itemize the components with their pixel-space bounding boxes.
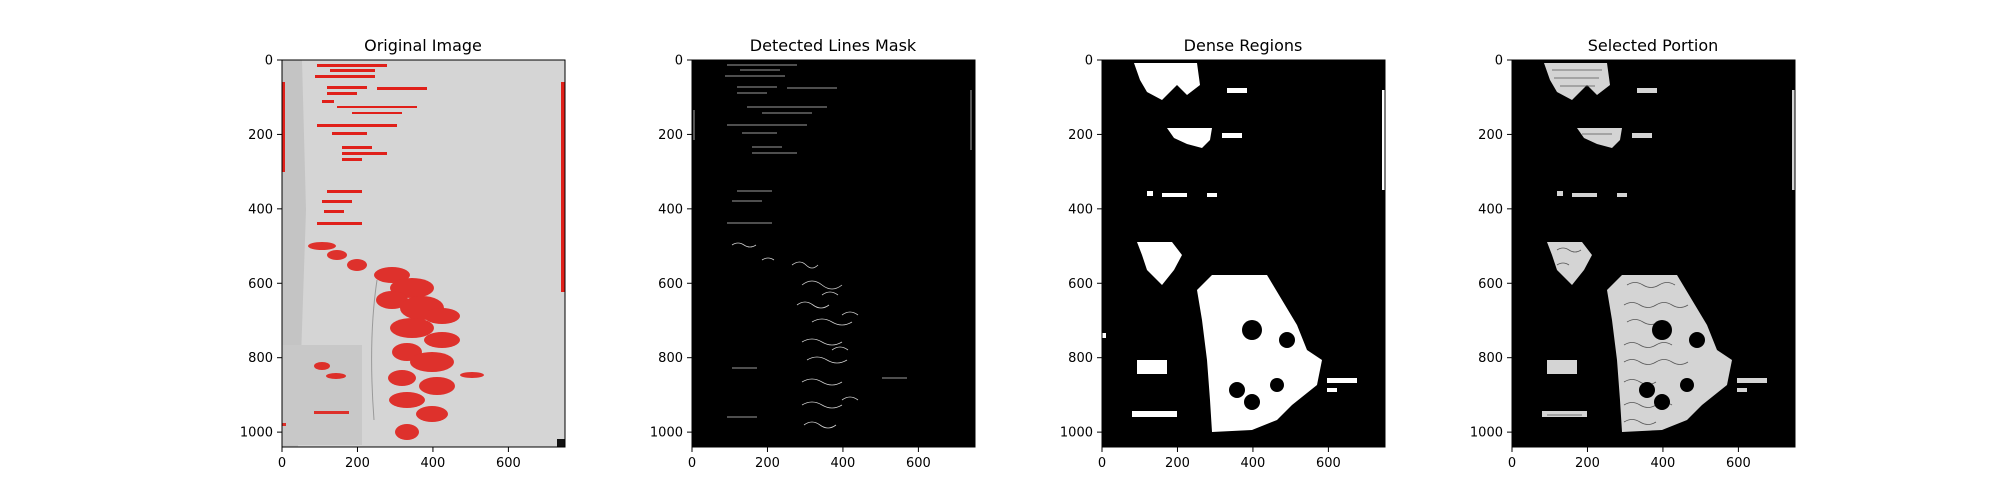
y-tick-label: 800 xyxy=(248,351,273,366)
x-tick-label: 400 xyxy=(831,456,856,471)
panel-title: Detected Lines Mask xyxy=(750,36,917,55)
panel-title: Selected Portion xyxy=(1588,36,1719,55)
y-tick-label: 200 xyxy=(658,128,683,143)
panel-dense-regions: Dense Regions xyxy=(1060,36,1386,471)
x-tick-label: 400 xyxy=(421,456,446,471)
y-tick-label: 200 xyxy=(248,128,273,143)
y-tick-label: 800 xyxy=(1478,351,1503,366)
holes xyxy=(1639,320,1705,410)
right-edge-marker xyxy=(561,82,565,292)
y-tick-label: 800 xyxy=(1068,351,1093,366)
typed-line-detections xyxy=(315,64,427,225)
y-tick-label: 0 xyxy=(265,54,273,69)
plot-frame xyxy=(691,59,976,448)
y-tick-label: 0 xyxy=(1085,54,1093,69)
y-tick-label: 1000 xyxy=(1060,426,1093,441)
plot-frame xyxy=(1101,59,1386,448)
y-tick-label: 600 xyxy=(658,277,683,292)
y-tick-label: 800 xyxy=(658,351,683,366)
x-tick-label: 0 xyxy=(688,456,696,471)
y-tick-label: 400 xyxy=(248,202,273,217)
x-tick-label: 600 xyxy=(906,456,931,471)
selected-page-regions xyxy=(1542,63,1795,432)
y-tick-label: 1000 xyxy=(650,426,683,441)
y-tick-label: 0 xyxy=(1495,54,1503,69)
handwriting-detections xyxy=(282,242,484,440)
panel-selected-portion: Selected Portion xyxy=(1470,36,1796,471)
y-axis: 0 200 400 600 800 1000 xyxy=(1060,54,1102,441)
y-tick-label: 400 xyxy=(1478,202,1503,217)
y-tick-label: 600 xyxy=(248,277,273,292)
x-tick-label: 400 xyxy=(1241,456,1266,471)
y-tick-label: 200 xyxy=(1068,128,1093,143)
y-tick-label: 600 xyxy=(1068,277,1093,292)
holes xyxy=(1229,320,1295,410)
dense-region-blobs xyxy=(1102,63,1385,432)
selected-ink-strokes xyxy=(1547,69,1689,425)
x-tick-label: 200 xyxy=(1165,456,1190,471)
x-tick-label: 600 xyxy=(1726,456,1751,471)
y-tick-label: 400 xyxy=(1068,202,1093,217)
x-axis: 0 200 400 600 xyxy=(1508,447,1751,471)
plot-frame xyxy=(281,59,566,448)
x-tick-label: 200 xyxy=(345,456,370,471)
y-tick-label: 1000 xyxy=(240,426,273,441)
y-axis: 0 200 400 600 800 1000 xyxy=(240,54,282,441)
y-tick-label: 0 xyxy=(675,54,683,69)
x-tick-label: 400 xyxy=(1651,456,1676,471)
bottom-right-corner xyxy=(557,439,565,447)
x-tick-label: 600 xyxy=(496,456,521,471)
mask-background xyxy=(692,60,975,447)
y-tick-label: 1000 xyxy=(1470,426,1503,441)
edge-lines xyxy=(693,64,972,429)
y-tick-label: 200 xyxy=(1478,128,1503,143)
x-tick-label: 200 xyxy=(1575,456,1600,471)
page-fold xyxy=(371,279,378,421)
x-axis: 0 200 400 600 xyxy=(1098,447,1341,471)
x-axis: 0 200 400 600 xyxy=(688,447,931,471)
panel-title: Dense Regions xyxy=(1184,36,1303,55)
left-edge-marker xyxy=(282,82,285,172)
x-tick-label: 600 xyxy=(1316,456,1341,471)
panel-detected-lines-mask: Detected Lines Mask 0 200 400 600 0 200 400 60… xyxy=(650,36,976,471)
x-tick-label: 0 xyxy=(278,456,286,471)
y-tick-label: 600 xyxy=(1478,277,1503,292)
panel-original-image: Original Image xyxy=(240,36,566,471)
y-tick-label: 400 xyxy=(658,202,683,217)
y-axis: 0 200 400 600 800 1000 xyxy=(1470,54,1512,441)
plot-frame xyxy=(1511,59,1796,448)
y-axis: 0 200 400 600 800 1000 xyxy=(650,54,692,441)
panel-title: Original Image xyxy=(364,36,482,55)
x-tick-label: 0 xyxy=(1098,456,1106,471)
x-axis: 0 200 400 600 xyxy=(278,447,521,471)
lower-left-shade xyxy=(282,345,362,445)
x-tick-label: 200 xyxy=(755,456,780,471)
x-tick-label: 0 xyxy=(1508,456,1516,471)
